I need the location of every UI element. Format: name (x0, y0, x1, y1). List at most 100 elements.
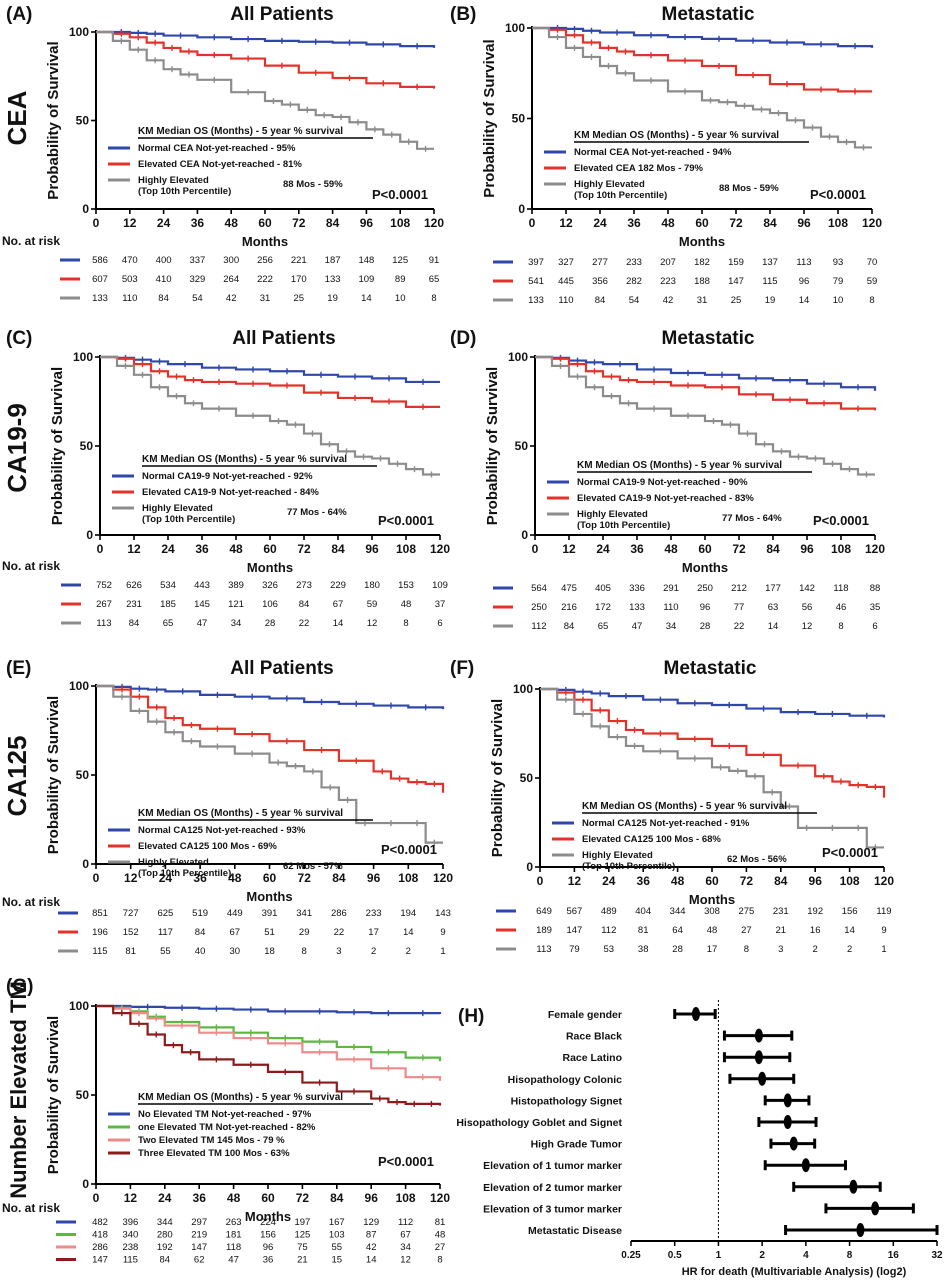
x-axis-label: Months (682, 560, 728, 575)
y-tick-label: 0 (518, 202, 525, 216)
risk-value: 81 (638, 925, 649, 936)
forest-row-label: Race Latino (562, 1052, 622, 1064)
x-tick-label: 108 (390, 216, 410, 230)
p-value: P<0.0001 (813, 513, 869, 528)
risk-value: 17 (368, 927, 379, 938)
x-tick-label: 0 (93, 216, 100, 230)
panel-label: (B) (450, 4, 476, 25)
y-axis-label: Probability of Survival (484, 367, 501, 525)
risk-value: 192 (807, 906, 823, 917)
km-curve-red (535, 355, 877, 411)
risk-value: 194 (400, 908, 416, 919)
risk-value: 118 (833, 583, 848, 594)
risk-value: 341 (296, 908, 312, 919)
risk-value: 84 (564, 621, 575, 632)
risk-value: 400 (156, 255, 172, 266)
risk-value: 59 (367, 599, 378, 610)
legend-entry: Highly Elevated (142, 503, 213, 514)
risk-value: 159 (728, 257, 744, 268)
risk-value: 34 (666, 621, 677, 632)
x-tick-label: 8 (847, 1250, 853, 1261)
risk-value: 233 (366, 908, 382, 919)
x-tick-label: 12 (559, 216, 573, 230)
risk-value: 418 (92, 1230, 108, 1241)
x-axis-label: Months (247, 560, 293, 575)
p-value: P<0.0001 (378, 513, 434, 528)
risk-value: 233 (626, 257, 642, 268)
risk-value: 63 (768, 602, 779, 613)
legend-entry: Elevated CA125 100 Mos - 68% (582, 834, 721, 845)
legend-entry-value: 62 Mos - 57% (283, 861, 343, 872)
hr-point (849, 1179, 858, 1194)
forest-row-label: Race Black (566, 1031, 622, 1043)
risk-value: 329 (189, 274, 205, 285)
x-tick-label: 84 (326, 216, 340, 230)
risk-value: 231 (126, 599, 142, 610)
risk-value: 25 (294, 293, 305, 304)
risk-value: 115 (762, 276, 777, 287)
row-label: Number Elevated TM (6, 981, 31, 1199)
risk-value: 607 (92, 274, 108, 285)
risk-value: 297 (191, 1217, 207, 1228)
legend-entry: Elevated CA19-9 Not-yet-reached - 84% (142, 487, 319, 498)
legend-entry: Highly Elevated (574, 179, 645, 190)
risk-value: 9 (881, 925, 886, 936)
risk-value: 541 (528, 276, 544, 287)
x-tick-label: 96 (800, 542, 814, 556)
risk-value: 336 (629, 583, 645, 594)
risk-value: 40 (195, 946, 206, 957)
risk-value: 36 (263, 1255, 274, 1266)
risk-value: 626 (126, 580, 142, 591)
row-label: CA125 (2, 736, 32, 817)
risk-value: 112 (398, 1217, 413, 1228)
risk-value: 192 (157, 1242, 173, 1253)
risk-value: 75 (297, 1242, 308, 1253)
risk-value: 96 (700, 602, 711, 613)
risk-value: 156 (842, 906, 858, 917)
risk-value: 42 (226, 293, 237, 304)
risk-value: 88 (870, 583, 881, 594)
risk-value: 188 (694, 276, 710, 287)
x-tick-label: 24 (602, 874, 616, 888)
risk-value: 14 (361, 293, 372, 304)
x-tick-label: 12 (562, 542, 576, 556)
x-tick-label: 60 (263, 542, 277, 556)
x-tick-label: 0 (529, 216, 536, 230)
risk-value: 308 (704, 906, 720, 917)
risk-value: 53 (604, 944, 615, 955)
risk-value: 129 (363, 1217, 379, 1228)
legend-entry-value: 77 Mos - 64% (722, 513, 782, 524)
x-tick-label: 120 (862, 216, 882, 230)
x-tick-label: 72 (729, 216, 743, 230)
risk-value: 106 (262, 599, 278, 610)
risk-value: 22 (734, 621, 745, 632)
risk-value: 147 (728, 276, 744, 287)
forest-row-label: Female gender (548, 1009, 622, 1021)
legend-entry: Normal CA19-9 Not-yet-reached - 90% (577, 477, 748, 488)
risk-value: 67 (230, 927, 241, 938)
risk-value: 27 (741, 925, 752, 936)
legend-entry: one Elevated TM Not-yet-reached - 82% (138, 1122, 316, 1133)
risk-value: 221 (291, 255, 307, 266)
x-tick-label: 48 (227, 1191, 241, 1205)
x-tick-label: 60 (258, 216, 272, 230)
y-axis-label: Probability of Survival (481, 39, 498, 197)
x-tick-label: 72 (740, 874, 754, 888)
forest-row-label: Hisopathology Colonic (508, 1074, 622, 1086)
x-tick-label: 84 (763, 216, 777, 230)
risk-value: 389 (228, 580, 244, 591)
x-tick-label: 0 (532, 542, 539, 556)
x-tick-label: 72 (297, 542, 311, 556)
risk-value: 489 (601, 906, 617, 917)
x-tick-label: 120 (430, 542, 450, 556)
risk-value: 110 (558, 295, 573, 306)
y-tick-label: 50 (76, 114, 90, 128)
risk-value: 15 (332, 1255, 343, 1266)
risk-value: 300 (223, 255, 239, 266)
km-curve-red (96, 684, 445, 793)
risk-value: 143 (435, 908, 451, 919)
risk-value: 8 (437, 1255, 442, 1266)
risk-table-title: No. at risk (2, 1201, 60, 1215)
risk-value: 25 (731, 295, 742, 306)
x-tick-label: 96 (809, 874, 823, 888)
